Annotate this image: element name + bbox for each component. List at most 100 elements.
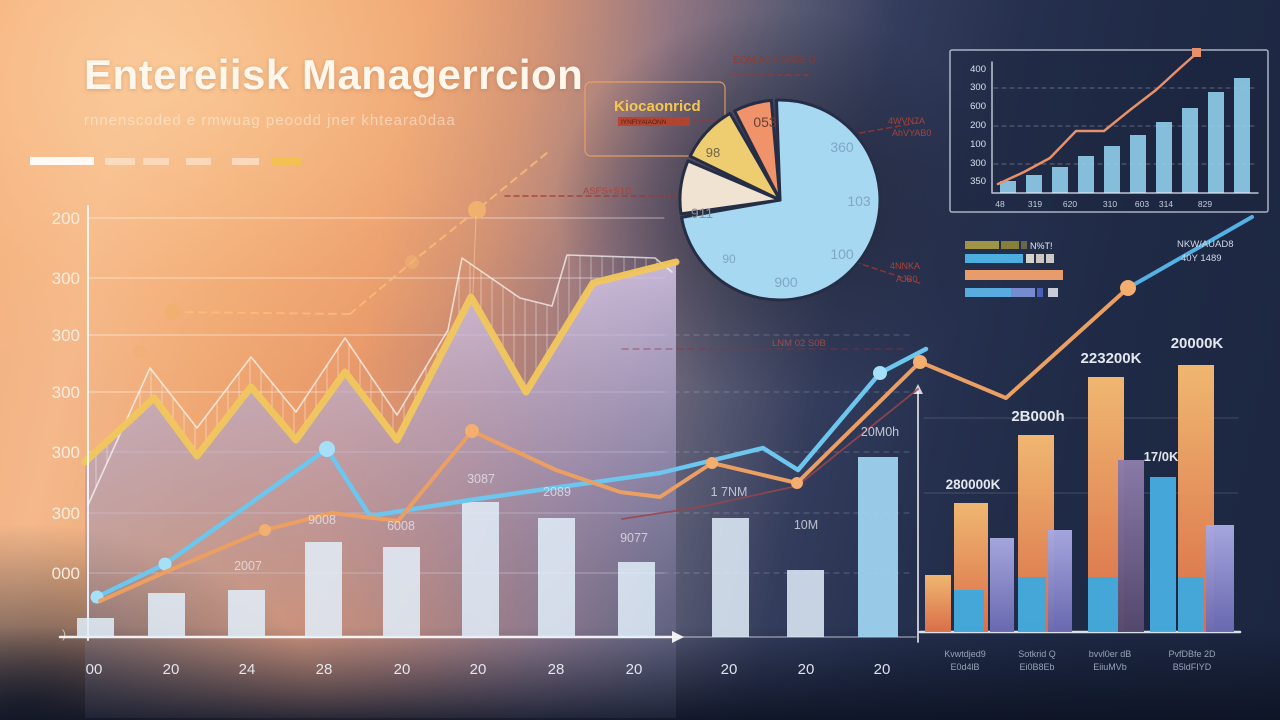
group-x-label: EiiuMVb (1093, 662, 1127, 672)
bottom-bar (712, 518, 749, 637)
legend-swatch-blue2 (965, 288, 1011, 297)
x-axis-label: 20 (798, 661, 815, 678)
dashed-orange-annotation-dot (468, 201, 486, 219)
orange-trend-line-dot (706, 457, 718, 469)
blue-trend-line (94, 346, 929, 600)
x-axis-label: 20 (163, 661, 180, 678)
blue-trend-line-upper (1126, 215, 1254, 290)
grouped-bar-blue-tall (1150, 477, 1176, 632)
mini-chart-bar (1234, 78, 1250, 193)
pie-slice-label: 100 (830, 246, 854, 262)
orange-trend-line-dot (259, 524, 271, 536)
pie-slice-label: 911 (691, 205, 714, 221)
bottom-bar (148, 593, 185, 637)
red-annotation: EOM A0N SA0S U (733, 55, 816, 66)
dashed-orange-annotation-dot (165, 304, 181, 320)
dashed-orange-annotation (349, 151, 549, 315)
x-axis-label: 20 (874, 661, 891, 678)
bar-value-label: 6008 (387, 519, 415, 533)
header-chip-accent (272, 157, 302, 165)
pie-slice-label: 900 (774, 274, 798, 290)
group-x-label: Sotkrid Q (1018, 649, 1056, 659)
group-value-label: 223200K (1081, 350, 1142, 367)
group-x-label: bvvl0er dB (1089, 649, 1132, 659)
mini-trend-marker (1192, 48, 1201, 57)
x-axis-label: 00 (86, 661, 103, 678)
header-chip (143, 158, 169, 165)
grouped-bar-darkpurple (1118, 460, 1144, 632)
group-x-label: Ei0B8Eb (1019, 662, 1054, 672)
red-annotation: 4NNKA (890, 261, 920, 271)
legend-swatch-seg (1046, 254, 1054, 263)
mini-chart-bar (1000, 181, 1016, 193)
group-x-label: PvfDBfe 2D (1168, 649, 1216, 659)
bottom-bar (228, 590, 265, 637)
pie-slice-label: 98 (706, 145, 720, 160)
pie-slice-label: 103 (847, 193, 871, 209)
y-axis-label: 300 (52, 326, 80, 345)
orange-trend-line (98, 286, 1130, 603)
red-leader-right-bottom (854, 261, 923, 285)
line-endpoint-label: NKW/AUAD8 (1177, 239, 1233, 250)
group-x-label: E0d4lB (950, 662, 979, 672)
pie-slice-label: 90 (722, 252, 736, 266)
bottom-bar (383, 547, 420, 637)
mini-y-label: 300 (970, 82, 986, 93)
y-axis-label: 300 (52, 504, 80, 523)
x-axis-label: 24 (239, 661, 256, 678)
annotation-drop-line (472, 215, 477, 294)
red-annotation: AJB0 (896, 274, 918, 284)
y-axis-label: 000 (52, 564, 80, 583)
mini-x-label: 319 (1028, 199, 1042, 209)
legend-swatch-seg (1026, 254, 1034, 263)
group-value-label: 20000K (1171, 335, 1224, 352)
y-axis-label: 200 (52, 209, 80, 228)
bottom-bar-highlight (858, 457, 898, 637)
grouped-bar-blue (954, 590, 984, 632)
mini-chart-bar (1026, 175, 1042, 193)
legend-swatch-olive (965, 241, 999, 249)
bar-value-label: 1 7NM (711, 485, 748, 499)
mini-y-label: 400 (970, 64, 986, 75)
pie-slice-beige (678, 159, 782, 216)
red-annotation: AhVYAB0 (892, 128, 931, 138)
x-axis-label: 28 (316, 661, 333, 678)
legend-swatch-seg (1037, 288, 1043, 297)
line-endpoint-label: 40Y 1489 (1181, 253, 1222, 264)
bar-value-label: 9077 (620, 531, 648, 545)
dashed-orange-annotation (172, 311, 351, 315)
mini-chart-bar (1052, 167, 1068, 193)
mini-y-label: 600 (970, 101, 986, 112)
axis-tick-mark: ) (62, 627, 66, 641)
mini-chart-bar (1208, 92, 1224, 193)
legend-swatch-olive (1021, 241, 1027, 249)
mini-y-label: 300 (970, 158, 986, 169)
bottom-bar (618, 562, 655, 637)
mini-trend-line (996, 50, 1200, 186)
mini-chart-axis (991, 61, 1259, 194)
header-chip (186, 158, 211, 165)
legend-swatch-seg (1048, 288, 1058, 297)
legend-label: N%T! (1030, 241, 1053, 251)
ghost-outline-line (87, 254, 673, 506)
red-leader-right-top (859, 121, 923, 134)
legend-swatch-periwinkle (1011, 288, 1035, 297)
grouped-bar-blue (1178, 577, 1204, 632)
blue-trend-line-dot (319, 441, 335, 457)
mini-chart-bar (1182, 108, 1198, 193)
bottom-bar (787, 570, 824, 637)
dashed-orange-annotation-dot (133, 345, 147, 359)
x-axis-label: 20 (626, 661, 643, 678)
yellow-trend-line (81, 258, 680, 466)
legend-swatch-blue (965, 254, 1023, 263)
annotation-red-bar (618, 117, 690, 126)
mini-x-label: 620 (1063, 199, 1077, 209)
mini-chart-bar (1104, 146, 1120, 193)
mini-x-label: 310 (1103, 199, 1117, 209)
mini-y-label: 100 (970, 139, 986, 150)
legend-swatch-olive (1001, 241, 1019, 249)
x-axis-label: 20 (470, 661, 487, 678)
x-axis-label: 20 (721, 661, 738, 678)
